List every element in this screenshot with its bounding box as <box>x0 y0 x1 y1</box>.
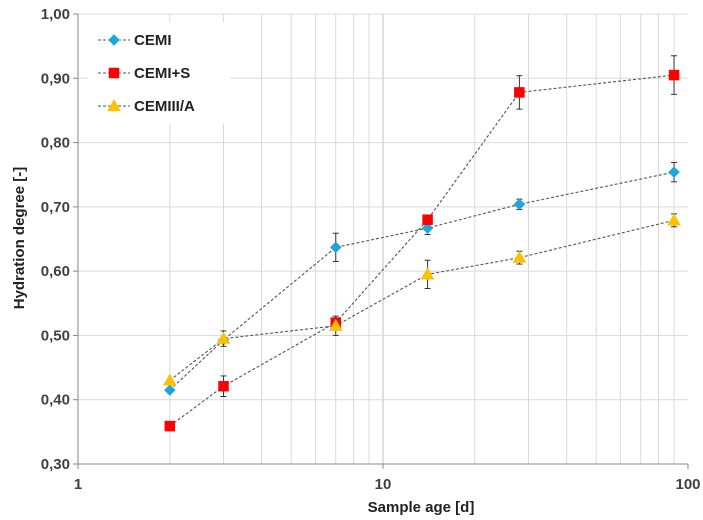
data-point-cemi <box>163 384 176 396</box>
legend: CEMI CEMI+S CEMIII/A <box>88 22 230 124</box>
grid-layer <box>77 13 688 465</box>
legend-label-cemi: CEMI <box>134 32 172 49</box>
data-point-cemiii-a <box>667 213 681 226</box>
data-point-cemi-s <box>668 69 680 81</box>
legend-label-cemiii-a: CEMIII/A <box>134 98 195 115</box>
series-line-cemiii-a <box>169 219 675 381</box>
data-point-cemiii-a <box>328 318 343 331</box>
data-point-cemi-s <box>514 87 525 98</box>
data-point-cemi <box>421 222 434 234</box>
data-point-cemi <box>668 166 680 178</box>
data-point-cemiii-a <box>420 267 435 280</box>
x-tick-label: 100 <box>675 476 700 493</box>
data-point-cemiii-a <box>162 373 177 386</box>
data-point-cemi-s <box>218 380 229 392</box>
y-tick-label: 0,80 <box>41 135 70 152</box>
legend-marker-cemiii-a <box>107 98 121 112</box>
data-point-cemiii-a <box>216 331 231 344</box>
y-axis-title: Hydration degree [-] <box>11 167 28 310</box>
data-point-cemi <box>513 198 526 211</box>
axes-layer: 0,30 0,40 0,50 0,60 0,70 0,80 0,90 1,00 1 10 100 <box>41 6 701 493</box>
y-tick-label: 0,70 <box>41 199 70 216</box>
series-layer <box>162 55 681 432</box>
y-tick-label: 0,60 <box>41 263 70 280</box>
legend-marker-cemi <box>108 34 120 46</box>
y-tick-label: 0,40 <box>41 392 70 409</box>
data-point-cemi <box>329 241 342 254</box>
data-point-cemiii-a <box>512 250 527 263</box>
data-point-cemi-s <box>164 420 176 432</box>
legend-marker-cemi-s <box>108 67 120 79</box>
series-cemiii-a <box>162 213 681 386</box>
series-line-cemi-s <box>169 74 675 427</box>
y-tick-label: 0,30 <box>41 456 70 473</box>
data-point-cemi-s <box>422 214 433 225</box>
x-tick-label: 1 <box>74 476 82 493</box>
y-tick-label: 0,90 <box>41 70 70 87</box>
x-tick-label: 10 <box>375 476 392 493</box>
y-tick-label: 1,00 <box>41 6 70 23</box>
legend-label-cemi-s: CEMI+S <box>134 65 190 82</box>
series-line-cemi <box>169 171 675 391</box>
y-tick-label: 0,50 <box>41 327 70 344</box>
x-axis-title: Sample age [d] <box>368 499 475 516</box>
series-cemi-s <box>164 55 680 432</box>
